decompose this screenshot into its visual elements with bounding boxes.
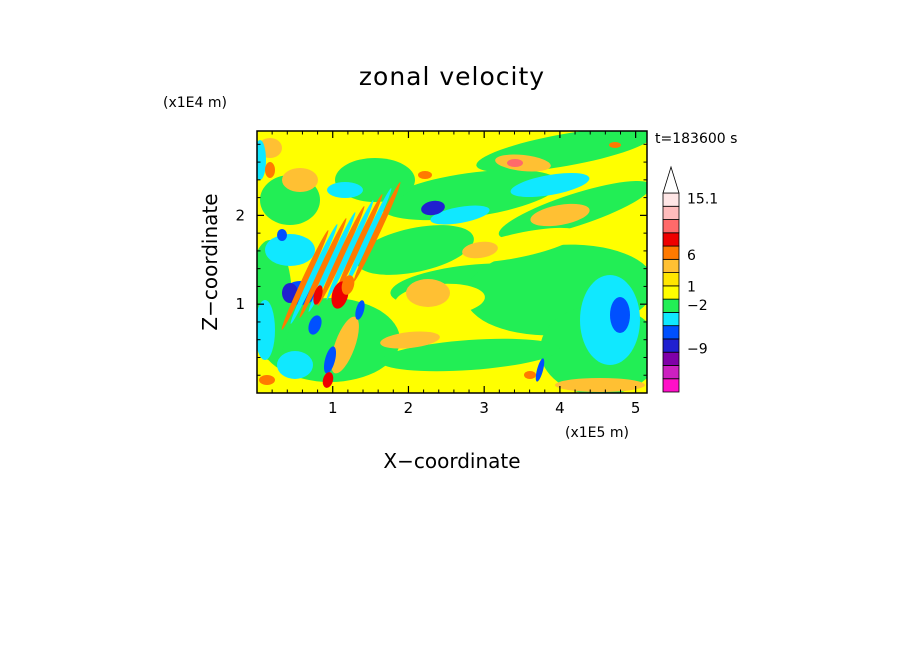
contour-region	[282, 168, 318, 192]
colorbar-band	[662, 219, 680, 234]
contour-region	[418, 171, 432, 179]
contour-region	[331, 316, 359, 374]
chart-title: zonal velocity	[359, 62, 545, 91]
x-tick-label: 2	[404, 399, 414, 417]
colorbar-label: 6	[687, 248, 696, 264]
colorbar-label: 15.1	[687, 192, 718, 208]
x-axis-label: X−coordinate	[383, 449, 520, 473]
contour-region	[580, 275, 640, 365]
y-axis-label: Z−coordinate	[198, 193, 222, 330]
contour-region	[421, 200, 445, 216]
y-axis-ticks: 12	[235, 143, 647, 376]
contour-region	[257, 300, 275, 360]
contour-region	[344, 188, 392, 288]
contour-region	[356, 225, 474, 275]
contour-region	[326, 200, 374, 300]
colorbar-band	[662, 272, 680, 287]
contour-region	[265, 162, 275, 178]
contour-region	[341, 275, 355, 295]
contour-region	[281, 230, 329, 330]
x-tick-label: 5	[631, 399, 641, 417]
colorbar-band	[662, 298, 680, 313]
contour-region	[313, 285, 323, 305]
contour-region	[257, 140, 266, 180]
x-tick-label: 1	[328, 399, 338, 417]
contour-region	[524, 371, 536, 379]
y-tick-label: 2	[235, 206, 245, 224]
colorbar-band	[662, 311, 680, 327]
contour-region	[317, 206, 365, 306]
colorbar: 15.1 6 1 −2 −9	[662, 165, 718, 393]
contour-region	[259, 375, 275, 385]
contour-region	[609, 142, 621, 148]
contour-region	[322, 372, 334, 388]
colorbar-band	[662, 325, 680, 340]
x-axis-ticks: 1 2 3 4 5	[271, 131, 641, 417]
colorbar-band	[662, 245, 680, 260]
colorbar-band	[662, 351, 680, 366]
contour-region	[610, 297, 630, 333]
colorbar-band	[662, 232, 680, 247]
contour-region	[341, 385, 459, 393]
colorbar-arrow	[662, 165, 680, 194]
contour-region	[327, 182, 363, 198]
x-axis-unit: (x1E5 m)	[565, 425, 629, 441]
contour-region	[406, 279, 450, 307]
x-tick-label: 3	[479, 399, 489, 417]
y-tick-label: 1	[235, 295, 245, 313]
contour-region	[335, 194, 383, 294]
contour-region	[530, 203, 590, 227]
colorbar-band	[662, 365, 680, 380]
x-tick-label: 4	[555, 399, 565, 417]
contour-field	[257, 131, 647, 393]
colorbar-band	[662, 192, 680, 207]
contour-region	[277, 229, 287, 241]
contour-region	[308, 315, 322, 335]
contour-region	[555, 378, 645, 392]
colorbar-label: −2	[687, 298, 708, 314]
time-label: t=183600 s	[655, 131, 737, 147]
contour-region	[323, 346, 337, 374]
contour-region	[535, 358, 545, 382]
contour-region	[510, 172, 590, 198]
colorbar-band	[662, 285, 680, 300]
colorbar-band	[662, 205, 680, 220]
contour-region	[462, 241, 498, 259]
contour-region	[430, 205, 490, 225]
colorbar-band	[662, 338, 680, 353]
y-axis-unit: (x1E4 m)	[163, 95, 227, 111]
contour-region	[380, 331, 440, 349]
colorbar-band	[662, 258, 680, 274]
colorbar-label: 1	[687, 279, 696, 295]
contour-region	[353, 182, 401, 282]
contour-region	[380, 338, 560, 372]
contour-region	[265, 234, 315, 266]
contour-region	[355, 300, 365, 320]
contour-region	[277, 351, 313, 379]
contour-region	[507, 159, 523, 167]
colorbar-band	[662, 378, 680, 393]
plot-frame	[256, 130, 648, 394]
contour-region	[290, 224, 338, 324]
colorbar-label: −9	[687, 341, 708, 357]
contour-region	[299, 218, 347, 318]
